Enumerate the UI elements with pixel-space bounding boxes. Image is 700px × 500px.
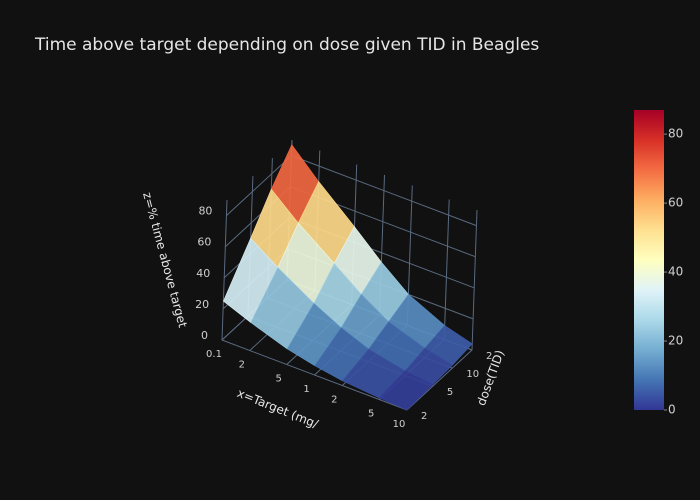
z-tick-label: 0 [201, 329, 208, 342]
x-tick-label: 5 [368, 408, 374, 419]
x-tick-label: 2 [239, 360, 245, 371]
z-tick-label: 80 [198, 205, 212, 218]
y-tick-label: 2 [486, 351, 492, 362]
chart-title: Time above target depending on dose give… [34, 35, 539, 55]
surface-patch [378, 370, 434, 411]
x-tick-label: 0.1 [206, 349, 222, 360]
colorbar [634, 110, 664, 410]
x-tick-label: 10 [393, 419, 406, 430]
z-tick-label: 20 [195, 298, 209, 311]
colorbar-tick-label: 0 [668, 403, 676, 417]
colorbar-tick-label: 40 [668, 265, 683, 279]
colorbar-tick-label: 20 [668, 334, 683, 348]
x-tick-label: 1 [303, 384, 309, 395]
y-tick-label: 5 [447, 387, 453, 398]
y-tick-label: 10 [466, 369, 479, 380]
colorbar-tick-label: 60 [668, 196, 683, 210]
colorbar-tick-label: 80 [668, 127, 683, 141]
x-tick-label: 5 [275, 373, 281, 384]
y-grid-line [221, 199, 408, 411]
y-tick-label: 2 [421, 411, 427, 422]
z-tick-label: 60 [197, 236, 211, 249]
x-tick-label: 2 [331, 395, 337, 406]
z-tick-label: 40 [196, 267, 210, 280]
